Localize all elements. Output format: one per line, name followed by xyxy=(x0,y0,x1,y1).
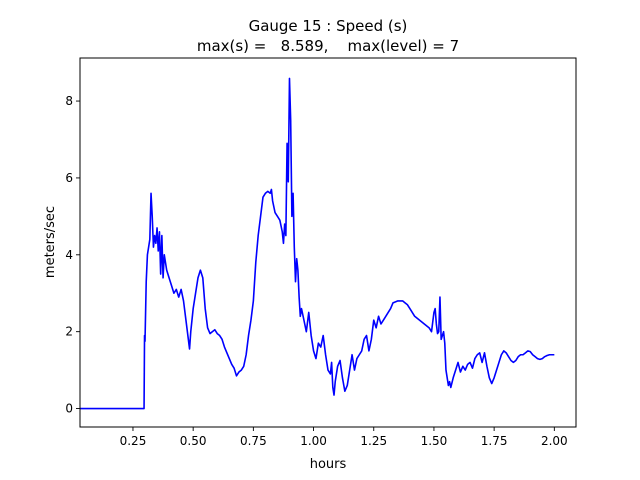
x-tick-label: 1.00 xyxy=(300,434,327,448)
y-axis: 0 2 4 6 8 xyxy=(65,94,80,416)
plot-area xyxy=(80,77,555,410)
y-axis-label: meters/sec xyxy=(43,206,58,278)
y-tick-label: 6 xyxy=(65,171,73,185)
x-tick-label: 0.75 xyxy=(240,434,267,448)
axes-frame xyxy=(79,57,577,428)
x-axis-label: hours xyxy=(310,457,347,472)
x-axis: 0.25 0.50 0.75 1.00 1.25 1.50 1.75 2.00 xyxy=(120,427,568,448)
x-tick-label: 1.50 xyxy=(421,434,448,448)
y-tick-label: 2 xyxy=(65,325,73,339)
x-tick-label: 2.00 xyxy=(541,434,568,448)
x-tick-label: 0.25 xyxy=(120,434,147,448)
x-tick-label: 0.50 xyxy=(180,434,207,448)
chart-title-line-2: max(s) = 8.589, max(level) = 7 xyxy=(197,37,459,55)
y-tick-label: 4 xyxy=(65,248,73,262)
chart-title-line-1: Gauge 15 : Speed (s) xyxy=(249,17,408,35)
speed-series-line xyxy=(80,77,555,410)
x-tick-label: 1.75 xyxy=(481,434,508,448)
y-tick-label: 0 xyxy=(65,402,73,416)
y-tick-label: 8 xyxy=(65,94,73,108)
x-tick-label: 1.25 xyxy=(360,434,387,448)
